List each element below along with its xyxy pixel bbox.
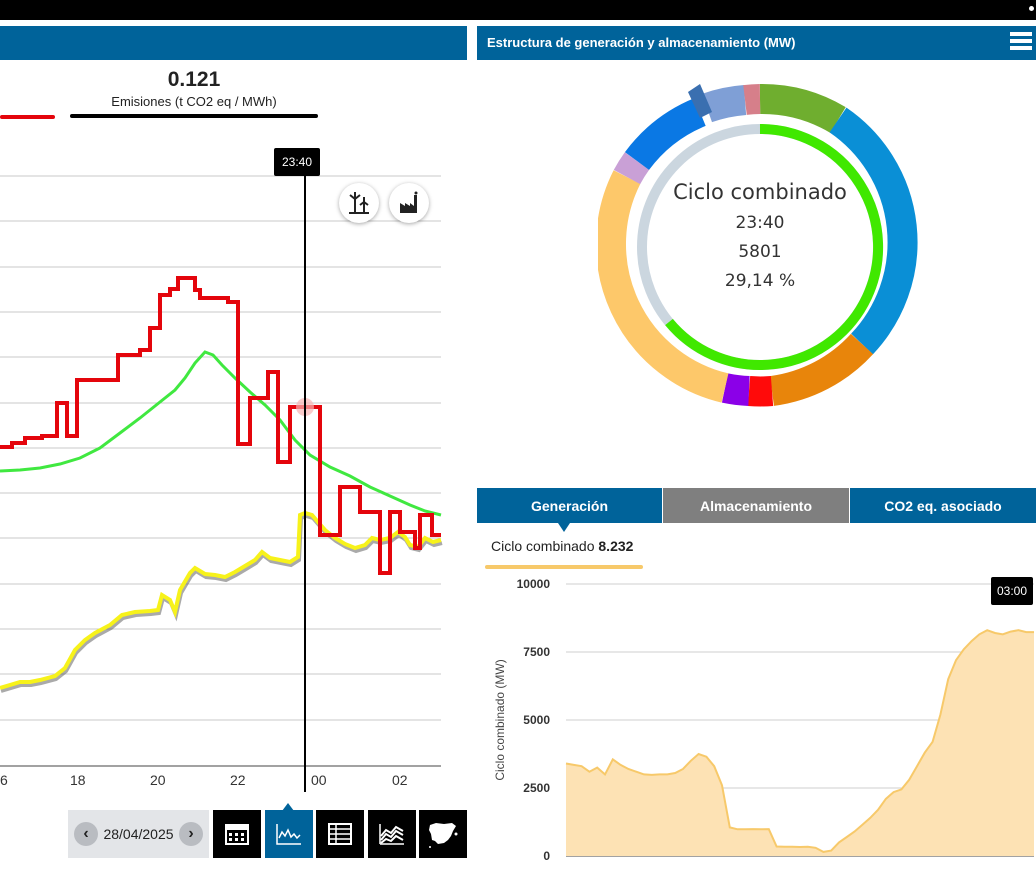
inner-ring-highlight: [665, 124, 884, 370]
donut-segment-lilac: [613, 152, 650, 185]
donut-segment-pink: [743, 84, 761, 115]
y-tick-label: 7500: [523, 645, 550, 659]
emissions-value: 0.121: [167, 68, 221, 91]
y-tick-label: 10000: [517, 577, 551, 591]
x-tick: 02: [392, 772, 408, 788]
active-tab-caret: [558, 523, 570, 532]
y-tick-label: 5000: [523, 713, 550, 727]
donut-segment-solar: [624, 98, 707, 171]
donut-mw-value: 5801: [738, 242, 782, 262]
window-top-bar: [0, 0, 1036, 20]
factory-icon: [400, 191, 418, 213]
generation-donut[interactable]: [598, 80, 923, 410]
area-chart-time-tooltip: 03:00: [991, 577, 1034, 605]
gridlines: [0, 175, 441, 721]
next-date-button[interactable]: ›: [178, 822, 203, 846]
renewable-filter-button[interactable]: [339, 183, 379, 223]
combined-cycle-area: [566, 630, 1034, 856]
generation-tabs: Generación Almacenamiento CO2 eq. asocia…: [477, 488, 1036, 523]
donut-segment-purple: [721, 373, 750, 406]
nonrenewable-filter-button[interactable]: [389, 183, 429, 223]
y-tick-label: 2500: [523, 781, 550, 795]
tab-co2[interactable]: CO2 eq. asociado: [849, 488, 1036, 523]
spain-map-icon: [429, 823, 458, 848]
emissions-legend-bar: [70, 114, 318, 118]
series-name: Ciclo combinado: [491, 538, 595, 554]
donut-center-info: Ciclo combinado 23:40 5801 29,14 %: [660, 180, 860, 291]
table-view-button[interactable]: [316, 810, 364, 858]
line-chart-icon: [276, 824, 301, 845]
cursor-time-tooltip: 23:40: [274, 148, 321, 176]
series-underline: [485, 565, 643, 569]
tab-generacion[interactable]: Generación: [477, 488, 662, 523]
y-tick-label: 0: [543, 849, 550, 863]
donut-segment-hydro: [769, 333, 874, 406]
donut-segment-exploded: [688, 84, 712, 118]
y-axis-label: Ciclo combinado (MW): [493, 659, 507, 780]
x-axis-ticks: 6 18 20 22 00 02: [0, 772, 408, 788]
status-dot-icon: [1029, 6, 1034, 11]
kpi-demand-underline: [0, 110, 55, 119]
combined-cycle-area-chart[interactable]: 10000 7500 5000 2500 0 Ciclo combinado (MW): [477, 570, 1036, 891]
donut-segment-lightblue: [702, 85, 747, 123]
real-demand-line: [0, 510, 442, 690]
series-value: 8.232: [598, 538, 634, 554]
table-icon: [328, 823, 352, 845]
donut-segment-nuclear: [759, 84, 846, 134]
left-panel-header: [0, 26, 467, 60]
wind-turbine-icon: [349, 192, 369, 214]
stacked-area-icon: [379, 824, 404, 845]
donut-segment-wind: [829, 107, 918, 355]
emissions-label: Emisiones (t CO2 eq / MWh): [111, 94, 277, 109]
hamburger-menu-icon[interactable]: [1010, 32, 1032, 54]
x-tick: 00: [311, 772, 327, 788]
series-legend[interactable]: Ciclo combinado 8.232: [491, 538, 633, 554]
donut-time: 23:40: [735, 213, 785, 233]
demand-legend-bar: [0, 115, 55, 119]
x-tick: 6: [0, 772, 8, 788]
map-view-button[interactable]: [419, 810, 467, 858]
x-tick: 22: [230, 772, 246, 788]
forecast-demand-line: [0, 350, 442, 517]
demand-chart[interactable]: 6 18 20 22 00 02: [0, 150, 467, 800]
line-chart-view-button[interactable]: [265, 810, 313, 858]
kpi-emissions[interactable]: 0.121 Emisiones (t CO2 eq / MWh): [70, 68, 318, 118]
combined-cycle-line: [565, 629, 1034, 853]
right-panel-header: Estructura de generación y almacenamient…: [477, 26, 1036, 60]
current-date: 28/04/2025: [103, 826, 174, 842]
stacked-area-view-button[interactable]: [368, 810, 416, 858]
calendar-button[interactable]: [213, 810, 261, 858]
donut-percentage: 29,14 %: [724, 271, 796, 291]
donut-source-name: Ciclo combinado: [673, 180, 847, 204]
right-panel-title: Estructura de generación y almacenamient…: [487, 35, 796, 50]
x-tick: 20: [150, 772, 166, 788]
tab-almacenamiento[interactable]: Almacenamiento: [662, 488, 849, 523]
calendar-icon: [225, 824, 249, 845]
x-tick: 18: [70, 772, 86, 788]
prev-date-button[interactable]: ‹: [74, 822, 98, 846]
date-selector[interactable]: ‹ 28/04/2025 ›: [68, 810, 209, 858]
donut-segment-combined-cycle: [598, 170, 729, 403]
programmed-demand-line: [0, 276, 441, 575]
active-tool-caret: [282, 803, 294, 811]
